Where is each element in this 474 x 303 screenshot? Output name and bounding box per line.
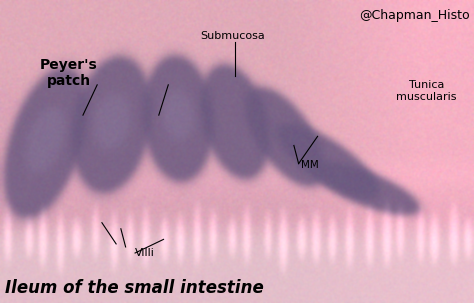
- Text: Ileum of the small intestine: Ileum of the small intestine: [5, 279, 264, 297]
- Text: MM: MM: [301, 160, 319, 170]
- Text: Submucosa: Submucosa: [200, 31, 264, 42]
- Text: Peyer's
patch: Peyer's patch: [40, 58, 98, 88]
- Text: Villi: Villi: [135, 248, 155, 258]
- Text: Tunica
muscularis: Tunica muscularis: [396, 80, 457, 102]
- Text: @Chapman_Histo: @Chapman_Histo: [359, 9, 469, 22]
